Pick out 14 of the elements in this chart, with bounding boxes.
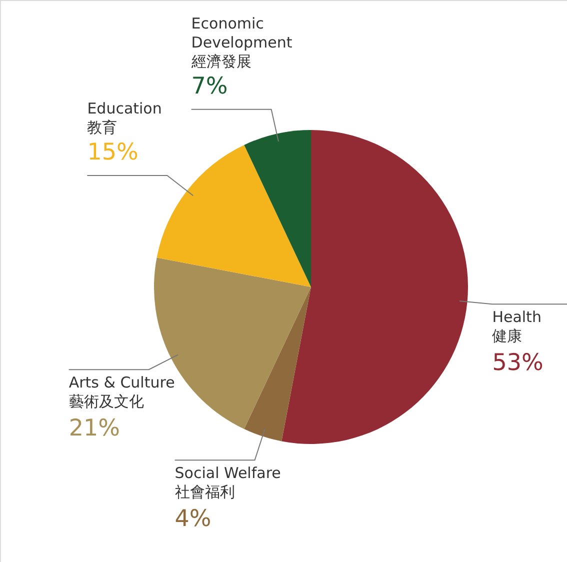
pie-slice — [244, 130, 311, 287]
slice-label: Health 健康 — [492, 308, 542, 346]
pie-slice — [282, 130, 468, 444]
data-label: 4% — [174, 506, 212, 532]
slice-label: Education 教育 — [87, 99, 162, 136]
data-label: 21% — [68, 416, 120, 442]
data-label: 7% — [191, 73, 228, 100]
pie-slice — [156, 144, 311, 287]
slice-label: Economic Development 經濟發展 — [190, 14, 292, 70]
slice-label: Social Welfare 社會福利 — [174, 464, 281, 502]
slice-label: Arts & Culture 藝術及文化 — [68, 374, 175, 411]
data-label: 15% — [87, 139, 138, 166]
pie-slice — [244, 287, 311, 442]
data-label: 53% — [492, 350, 544, 376]
